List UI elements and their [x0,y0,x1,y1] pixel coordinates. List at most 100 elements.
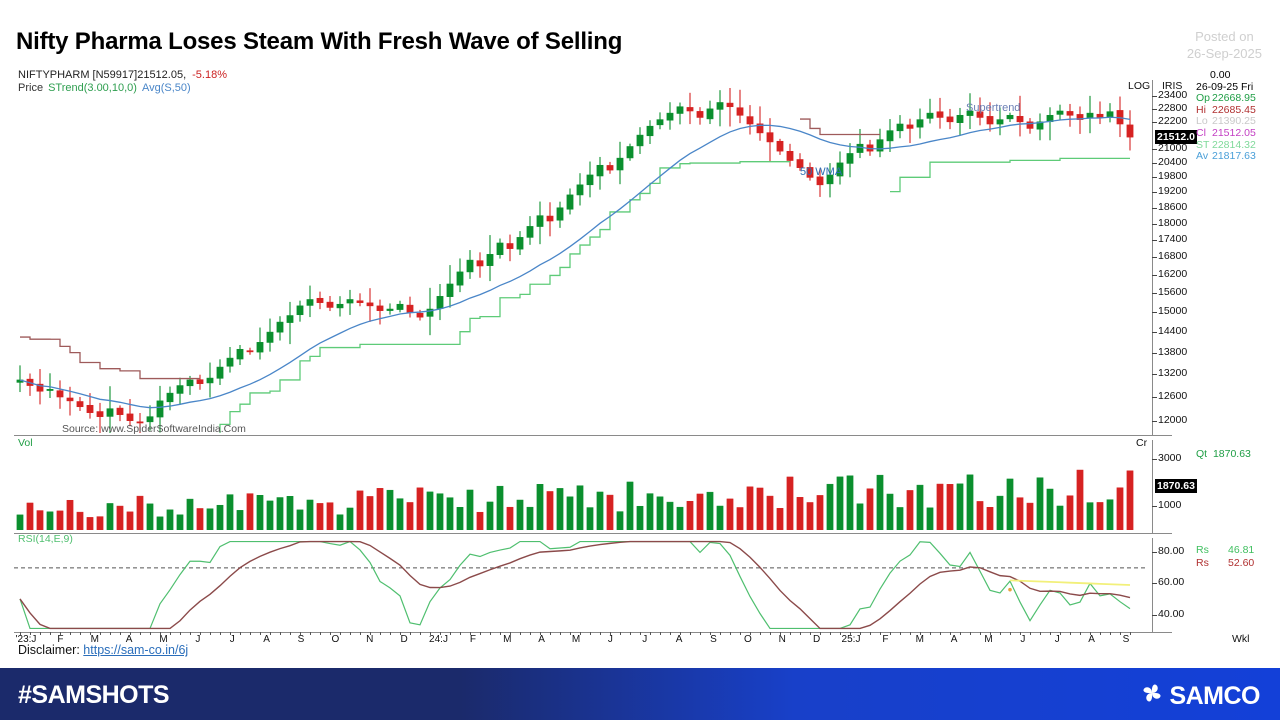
price-panel-divider [14,435,1172,436]
date-axis-minor-tick [930,632,931,635]
date-axis-label: J [229,634,235,645]
date-axis-minor-tick [680,632,681,635]
price-axis-label: 22800 [1158,101,1188,114]
date-axis-label: M [571,634,581,645]
date-axis-minor-tick [910,632,911,635]
date-axis-label: 24:J [429,634,448,645]
price-axis-label: 19200 [1158,185,1188,198]
date-axis-minor-tick [420,632,421,635]
date-axis-minor-tick [310,632,311,635]
date-axis-label: J [1054,634,1060,645]
date-axis-minor-tick [360,632,361,635]
ohlc-close-value: 21512.05 [1212,126,1256,139]
date-axis-minor-tick [730,632,731,635]
volume-axis-tick [1152,506,1157,508]
price-axis-tick [1152,332,1157,334]
volume-chart-panel[interactable] [14,445,1148,530]
date-axis-label: A [950,634,958,645]
price-chart-panel[interactable] [14,88,1148,433]
date-axis-minor-tick [770,632,771,635]
volume-marker: 1870.63 [1155,478,1197,493]
date-axis-minor-tick [230,632,231,635]
date-axis-minor-tick [1050,632,1051,635]
disclaimer-label: Disclaimer: [18,643,80,657]
ohlc-avg-value: 21817.63 [1212,150,1256,163]
source-watermark: Source: www.SpiderSoftwareIndia.Com [62,423,246,435]
date-axis-label: S [1122,634,1130,645]
date-axis-minor-tick [210,632,211,635]
quote-change-pct: -5.18% [192,69,227,81]
date-axis-minor-tick [710,632,711,635]
date-axis-minor-tick [100,632,101,635]
date-axis-minor-tick [270,632,271,635]
date-axis-label: M [915,634,924,645]
price-axis-tick [1152,374,1157,376]
date-axis-label: A [263,634,270,645]
date-axis-minor-tick [480,632,481,635]
date-axis-minor-tick [800,632,801,635]
rsi-axis-tick [1152,552,1157,554]
date-axis-minor-tick [20,632,21,635]
price-axis-tick [1152,192,1157,194]
date-axis-minor-tick [240,632,241,635]
ohlc-date: 26-09-25 Fri [1196,80,1254,93]
rsi-chart-panel[interactable] [14,540,1148,630]
date-axis-minor-tick [430,632,431,635]
price-axis-tick [1152,207,1157,209]
date-axis-minor-tick [820,632,821,635]
date-axis-minor-tick [60,632,61,635]
log-scale-label[interactable]: LOG [1128,80,1151,92]
date-axis-minor-tick [570,632,571,635]
date-axis-minor-tick [90,632,91,635]
date-axis-minor-tick [1130,632,1131,635]
price-axis-tick [1152,257,1157,259]
date-axis-minor-tick [1030,632,1031,635]
ohlc-high-value: 22685.45 [1212,103,1256,116]
date-axis-label: M [90,634,99,645]
ohlc-supertrend-key: ST [1196,138,1210,151]
price-axis-label: 12600 [1158,390,1188,402]
price-axis-label: 18600 [1158,200,1188,213]
date-axis-minor-tick [40,632,41,635]
rsi-panel-label: RSI(14,E,9) [18,533,73,545]
date-axis-minor-tick [160,632,161,635]
legend-price: Price [18,82,44,94]
price-axis-tick [1152,177,1157,179]
date-axis-minor-tick [1070,632,1071,635]
price-axis-tick [1152,96,1157,98]
rsi-axis-tick [1152,614,1157,616]
rsi-slow-key: Rs [1196,557,1209,569]
date-axis-minor-tick [1040,632,1041,635]
date-axis-label: A [125,634,133,645]
date-axis-minor-tick [940,632,941,635]
date-axis-label: 25:J [841,634,861,645]
date-axis-minor-tick [470,632,471,635]
date-axis-label: A [1088,634,1095,645]
date-axis-minor-tick [500,632,501,635]
date-axis-minor-tick [640,632,641,635]
date-axis-minor-tick [1000,632,1001,635]
price-axis-tick [1152,420,1157,422]
date-axis-minor-tick [290,632,291,635]
volume-axis-label: 1000 [1158,499,1182,512]
price-axis-tick [1152,240,1157,242]
price-axis-label: 16800 [1158,250,1188,263]
rsi-fast-value: 46.81 [1228,544,1255,556]
price-axis-label: 16200 [1158,267,1188,280]
footer-brand: SAMCO [1139,680,1260,713]
date-axis-minor-tick [890,632,891,635]
quote-symbol: NIFTYPHARM [N59917] [18,69,138,81]
date-axis-minor-tick [740,632,741,635]
date-axis-minor-tick [250,632,251,635]
disclaimer-link[interactable]: https://sam-co.in/6j [83,643,189,657]
wma-annotation: 50 WMA [800,166,843,178]
date-axis-minor-tick [1080,632,1081,635]
disclaimer: Disclaimer: https://sam-co.in/6j [18,643,188,657]
date-axis-minor-tick [200,632,201,635]
date-axis-minor-tick [810,632,811,635]
date-axis-minor-tick [650,632,651,635]
date-axis-label: N [366,634,374,645]
quote-last: 21512.05, [137,69,187,81]
rsi-readout: Rs 46.81 Rs 52.60 [1196,544,1254,570]
